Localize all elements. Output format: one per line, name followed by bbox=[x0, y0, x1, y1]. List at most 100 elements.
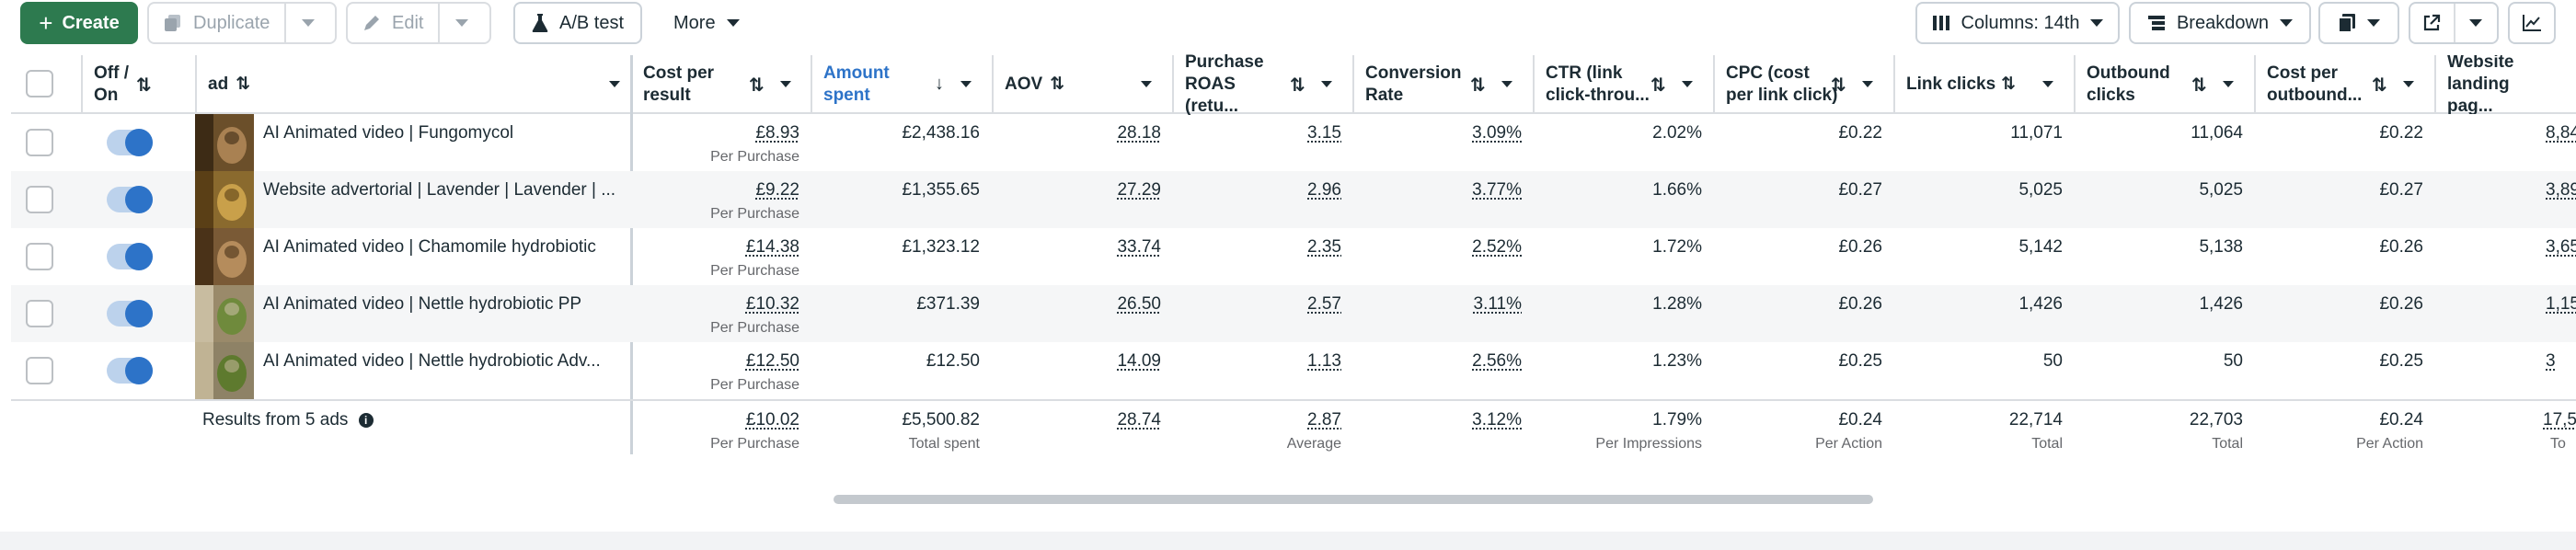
ad-thumbnail-image bbox=[195, 171, 254, 228]
table-row[interactable]: AI Animated video | Fungomycol £8.93 £2,43… bbox=[11, 114, 2576, 171]
sort-icon[interactable]: ⇅ bbox=[1050, 74, 1064, 96]
cell-outbound: 5,025 bbox=[2076, 180, 2243, 201]
ad-name-link[interactable]: AI Animated video | Chamomile hydrobioti… bbox=[263, 237, 631, 258]
ad-thumbnail[interactable] bbox=[195, 285, 254, 342]
cell-website-landing: 1,15 bbox=[2546, 294, 2576, 315]
column-divider[interactable] bbox=[2254, 55, 2256, 114]
header-ad[interactable]: ad ⇅ bbox=[197, 55, 638, 114]
sort-icon[interactable]: ⇅ bbox=[1650, 74, 1666, 97]
ad-name-link[interactable]: AI Animated video | Nettle hydrobiotic A… bbox=[263, 351, 631, 372]
cell-website-landing: 3 bbox=[2546, 351, 2556, 372]
create-button[interactable]: + Create bbox=[20, 2, 138, 44]
sort-descending-icon[interactable]: ↓ bbox=[935, 74, 944, 95]
sort-icon[interactable]: ⇅ bbox=[2372, 74, 2387, 97]
cell-conv: 3.11% bbox=[1354, 294, 1522, 315]
chevron-down-icon[interactable] bbox=[1321, 81, 1332, 87]
chevron-down-icon[interactable] bbox=[1501, 81, 1512, 87]
sort-icon[interactable]: ⇅ bbox=[749, 74, 765, 97]
sort-icon[interactable]: ⇅ bbox=[1831, 74, 1846, 97]
cell-subtext: Per Purchase bbox=[632, 320, 799, 337]
cell-cost-per-result: £12.50 bbox=[632, 351, 799, 372]
ad-status-toggle[interactable] bbox=[107, 301, 153, 327]
ad-thumbnail[interactable] bbox=[195, 171, 254, 228]
cell-outbound: 50 bbox=[2076, 351, 2243, 372]
ad-status-toggle[interactable] bbox=[107, 187, 153, 212]
chevron-down-icon[interactable] bbox=[780, 81, 791, 87]
cell-conv: 3.77% bbox=[1354, 180, 1522, 201]
cell-ctr: 1.23% bbox=[1535, 351, 1702, 372]
cell-roas: 2.57 bbox=[1174, 294, 1341, 315]
table-row[interactable]: Website advertorial | Lavender | Lavende… bbox=[11, 171, 2576, 228]
chevron-down-icon[interactable] bbox=[2042, 81, 2053, 87]
column-divider[interactable] bbox=[195, 55, 197, 114]
row-checkbox[interactable] bbox=[26, 300, 53, 327]
ad-status-toggle[interactable] bbox=[107, 244, 153, 269]
sort-icon[interactable]: ⇅ bbox=[136, 74, 152, 97]
reports-button[interactable] bbox=[2318, 2, 2399, 44]
column-divider[interactable] bbox=[992, 55, 994, 114]
info-icon[interactable]: i bbox=[359, 413, 374, 428]
cell-subtext: Per Purchase bbox=[632, 263, 799, 280]
chevron-down-icon[interactable] bbox=[960, 81, 972, 87]
chevron-down-icon[interactable] bbox=[1141, 81, 1152, 87]
export-button[interactable] bbox=[2410, 4, 2454, 42]
ad-status-toggle[interactable] bbox=[107, 130, 153, 155]
breakdown-button[interactable]: Breakdown bbox=[2129, 2, 2311, 44]
column-divider[interactable] bbox=[2074, 55, 2076, 114]
edit-button-group[interactable]: Edit bbox=[346, 2, 491, 44]
table-row[interactable]: AI Animated video | Chamomile hydrobioti… bbox=[11, 228, 2576, 285]
ad-name-link[interactable]: Website advertorial | Lavender | Lavende… bbox=[263, 180, 631, 201]
ad-name-link[interactable]: AI Animated video | Fungomycol bbox=[263, 123, 631, 143]
ad-thumbnail[interactable] bbox=[195, 342, 254, 399]
sort-icon[interactable]: ⇅ bbox=[2001, 74, 2016, 96]
totals-conversion-rate: 3.12% bbox=[1354, 410, 1522, 430]
sort-icon[interactable]: ⇅ bbox=[236, 74, 250, 96]
column-divider[interactable] bbox=[1713, 55, 1715, 114]
chevron-down-icon[interactable] bbox=[2403, 81, 2414, 87]
ad-status-toggle[interactable] bbox=[107, 358, 153, 384]
ad-name-link[interactable]: AI Animated video | Nettle hydrobiotic P… bbox=[263, 294, 631, 315]
chevron-down-icon[interactable] bbox=[2223, 81, 2234, 87]
sort-icon[interactable]: ⇅ bbox=[1470, 74, 1486, 97]
horizontal-scrollbar[interactable] bbox=[834, 495, 1873, 504]
cell-aov: 28.18 bbox=[994, 123, 1161, 143]
cell-amount-spent: £1,323.12 bbox=[812, 237, 980, 258]
table-row[interactable]: AI Animated video | Nettle hydrobiotic P… bbox=[11, 285, 2576, 342]
ad-thumbnail[interactable] bbox=[195, 228, 254, 285]
chevron-down-icon[interactable] bbox=[609, 81, 620, 87]
edit-dropdown-button[interactable] bbox=[438, 4, 484, 42]
cell-cost-per-result: £8.93 bbox=[632, 123, 799, 143]
chart-button[interactable] bbox=[2508, 2, 2556, 44]
columns-button[interactable]: Columns: 14th bbox=[1915, 2, 2120, 44]
row-checkbox[interactable] bbox=[26, 357, 53, 384]
ad-thumbnail[interactable] bbox=[195, 114, 254, 171]
table-row[interactable]: AI Animated video | Nettle hydrobiotic A… bbox=[11, 342, 2576, 399]
column-divider[interactable] bbox=[81, 55, 83, 114]
sort-icon[interactable]: ⇅ bbox=[2191, 74, 2207, 97]
chevron-down-icon[interactable] bbox=[1862, 81, 1873, 87]
duplicate-button-group[interactable]: Duplicate bbox=[147, 2, 337, 44]
row-checkbox[interactable] bbox=[26, 243, 53, 270]
row-checkbox[interactable] bbox=[26, 186, 53, 213]
select-all-checkbox[interactable] bbox=[26, 70, 53, 97]
duplicate-button[interactable]: Duplicate bbox=[149, 4, 284, 42]
cell-link-clicks: 5,142 bbox=[1895, 237, 2063, 258]
more-button[interactable]: More bbox=[673, 2, 740, 44]
column-divider[interactable] bbox=[2434, 55, 2436, 114]
edit-button[interactable]: Edit bbox=[348, 4, 438, 42]
cell-cost-outbound: £0.26 bbox=[2256, 237, 2423, 258]
export-button-group[interactable] bbox=[2409, 2, 2499, 44]
column-divider[interactable] bbox=[1172, 55, 1174, 114]
column-divider[interactable] bbox=[811, 55, 812, 114]
row-checkbox[interactable] bbox=[26, 129, 53, 156]
sort-icon[interactable]: ⇅ bbox=[1290, 74, 1305, 97]
cell-cpc: £0.26 bbox=[1715, 237, 1882, 258]
ab-test-button[interactable]: A/B test bbox=[513, 2, 642, 44]
chevron-down-icon[interactable] bbox=[1682, 81, 1693, 87]
header-website-landing[interactable]: Website landing pag... bbox=[2436, 55, 2576, 114]
export-dropdown-button[interactable] bbox=[2454, 4, 2497, 42]
column-divider[interactable] bbox=[1533, 55, 1535, 114]
duplicate-dropdown-button[interactable] bbox=[284, 4, 330, 42]
column-divider[interactable] bbox=[1893, 55, 1895, 114]
column-divider[interactable] bbox=[1352, 55, 1354, 114]
